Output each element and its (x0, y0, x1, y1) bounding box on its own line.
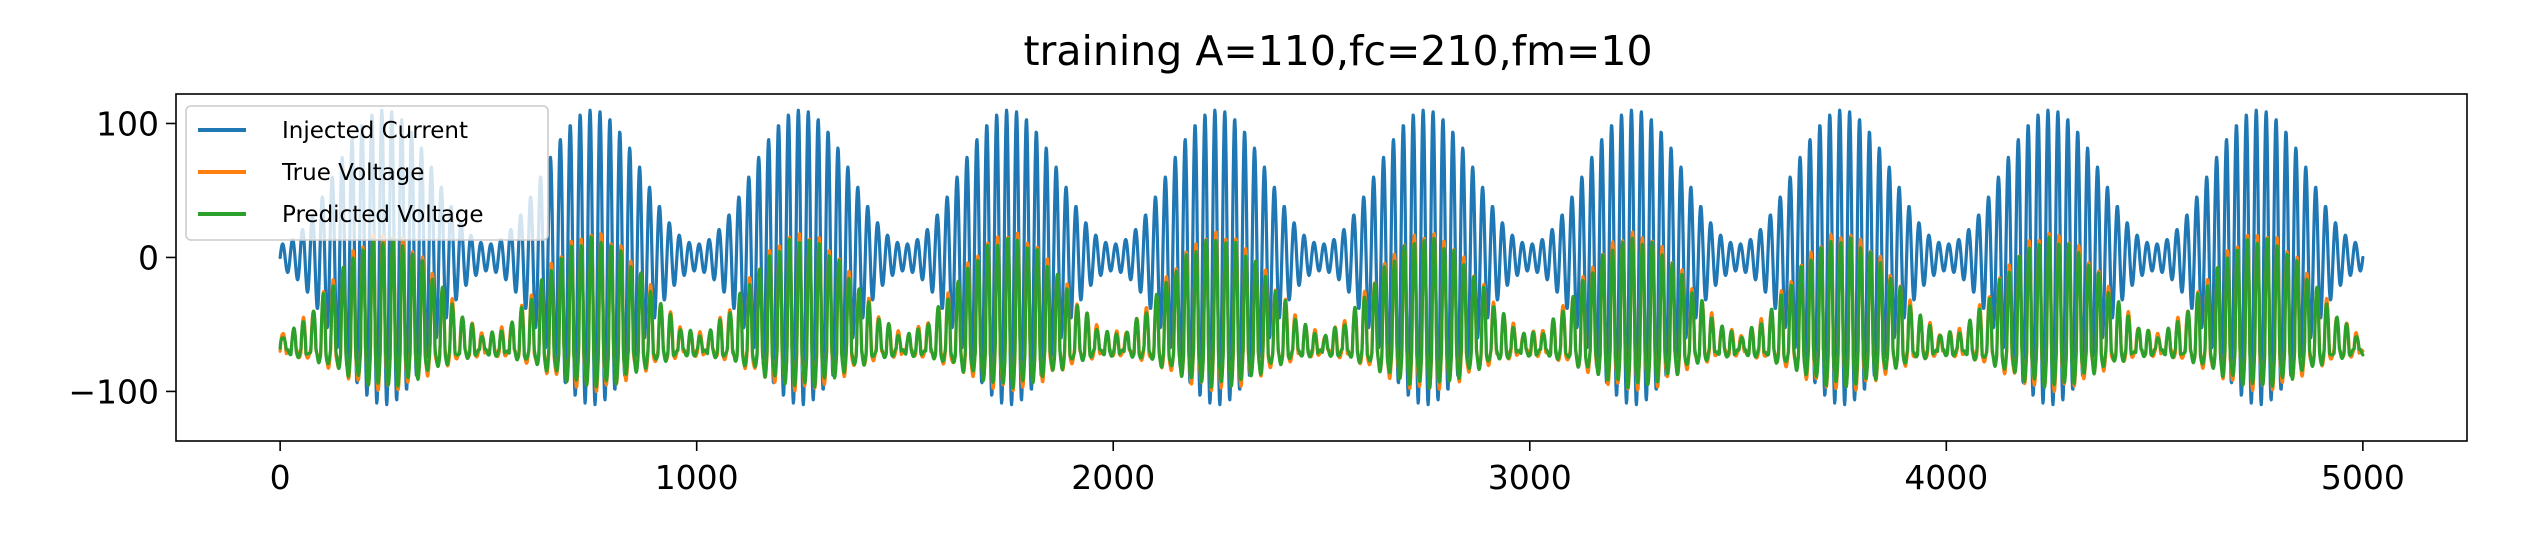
x-tick-label: 2000 (1071, 458, 1155, 497)
x-axis: 0 1000 2000 3000 4000 5000 (270, 441, 2405, 497)
x-tick-label: 3000 (1488, 458, 1572, 497)
plot-area (175, 93, 2468, 442)
plot-frame (175, 93, 2468, 442)
series-line-predicted-voltage (278, 235, 2365, 390)
legend-label: Injected Current (282, 118, 468, 144)
legend-box (185, 105, 549, 241)
y-tick-label: 0 (138, 238, 159, 277)
x-tick-label: 5000 (2321, 458, 2405, 497)
legend-label: True Voltage (281, 160, 424, 186)
chart-title: training A=110,fc=210,fm=10 (1023, 27, 1652, 75)
x-tick-label: 4000 (1904, 458, 1988, 497)
x-tick-label: 0 (270, 458, 291, 497)
y-tick-label: 100 (96, 104, 159, 143)
legend: Injected Current True Voltage Predicted Vo… (185, 105, 549, 241)
series-line-injected-current (278, 108, 2365, 407)
legend-label: Predicted Voltage (282, 202, 484, 228)
y-tick-label: −100 (68, 372, 159, 411)
y-axis: −100 0 100 (68, 104, 176, 411)
x-tick-label: 1000 (655, 458, 739, 497)
series-layer (278, 108, 2365, 407)
